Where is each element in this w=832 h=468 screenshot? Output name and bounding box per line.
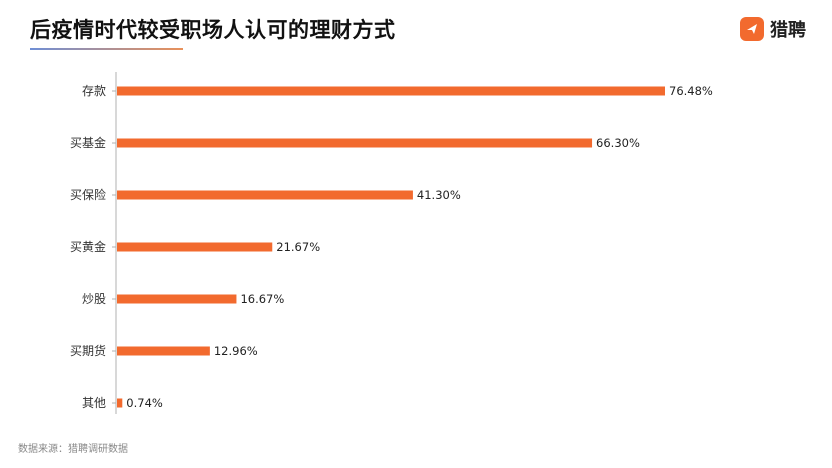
value-label: 0.74% (126, 396, 163, 410)
bar (117, 86, 665, 96)
category-label: 炒股 (82, 292, 106, 306)
category-label: 其他 (82, 396, 106, 410)
value-label: 21.67% (276, 240, 320, 254)
chart-title: 后疫情时代较受职场人认可的理财方式 (30, 18, 396, 42)
value-label: 76.48% (669, 84, 713, 98)
value-label: 12.96% (214, 344, 258, 358)
category-label: 买黄金 (70, 239, 106, 254)
liepin-logo-icon (740, 17, 764, 41)
title-underline (30, 48, 183, 50)
brand-name: 猎聘 (770, 20, 806, 41)
bar (117, 138, 593, 148)
bar (117, 294, 237, 304)
bar (117, 242, 273, 252)
bar (117, 398, 123, 408)
brand-logo: 猎聘 (740, 16, 806, 42)
category-label: 买保险 (70, 187, 106, 202)
category-label: 买期货 (70, 343, 106, 358)
value-label: 66.30% (596, 136, 640, 150)
category-label: 存款 (82, 84, 106, 98)
category-label: 买基金 (70, 135, 106, 150)
data-source: 数据来源：猎聘调研数据 (18, 444, 128, 455)
value-label: 41.30% (417, 188, 461, 202)
bar (117, 346, 210, 356)
value-label: 16.67% (240, 292, 284, 306)
bar (117, 190, 413, 200)
